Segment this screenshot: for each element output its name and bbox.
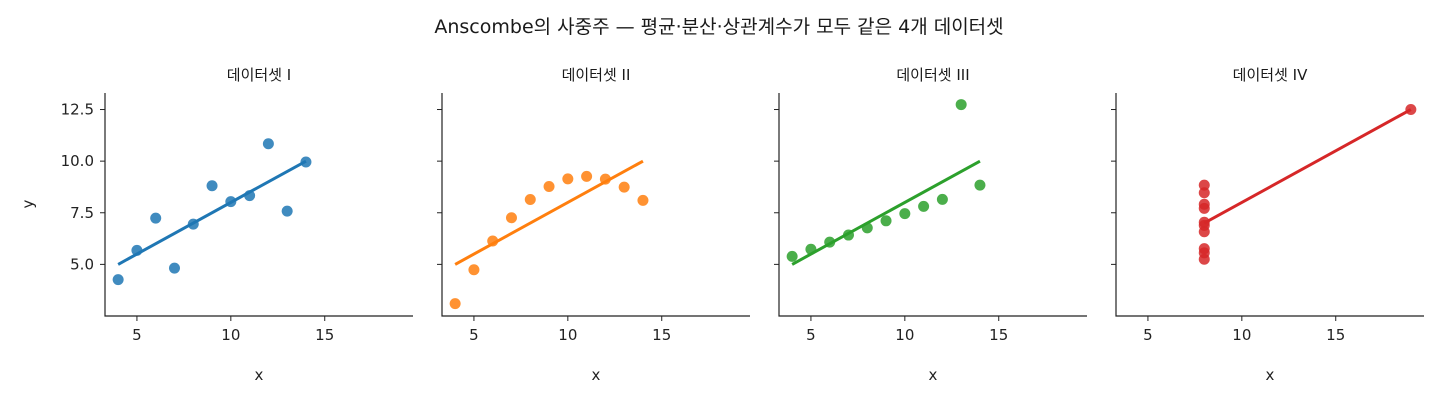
data-point [1198, 198, 1210, 210]
panel-title: 데이터셋 II [562, 66, 631, 84]
data-point [1198, 247, 1210, 259]
y-tick-label: 7.5 [70, 204, 94, 222]
panel-title: 데이터셋 IV [1233, 66, 1308, 84]
panel-4: 데이터셋 IV 5 10 15 x [1111, 66, 1424, 384]
data-point [618, 181, 630, 193]
axis-spines [1115, 93, 1424, 317]
data-point [206, 180, 218, 192]
panel-1: 데이터셋 I 5 10 15 5.0 7.5 10.0 12.5 x [61, 66, 413, 384]
figure-title: Anscombe의 사중주 — 평균·분산·상관계수가 모두 같은 4개 데이터… [434, 16, 1003, 38]
x-tick-label: 10 [221, 326, 240, 344]
x-axis-label: x [255, 366, 264, 384]
data-point [468, 264, 480, 276]
data-point [505, 212, 517, 224]
x-axis-label: x [1266, 366, 1275, 384]
panel-2: 데이터셋 II 5 10 15 x [437, 66, 750, 384]
data-point [562, 173, 574, 185]
x-tick-label: 15 [315, 326, 334, 344]
x-tick-label: 10 [1232, 326, 1251, 344]
axis-spines [778, 93, 1087, 317]
x-tick-label: 5 [132, 326, 142, 344]
x-tick-label: 15 [1326, 326, 1345, 344]
data-point [974, 179, 986, 191]
x-axis-label: x [592, 366, 601, 384]
regression-line [791, 159, 981, 266]
panel-3: 데이터셋 III 5 10 15 x [774, 66, 1087, 384]
regression-line [1203, 108, 1412, 225]
x-tick-label: 10 [895, 326, 914, 344]
axis-spines [441, 93, 750, 317]
data-point [936, 193, 948, 205]
regression-line [454, 159, 644, 266]
x-tick-label: 15 [989, 326, 1008, 344]
data-point [581, 170, 593, 182]
panel-title: 데이터셋 III [896, 66, 969, 84]
data-point [955, 99, 967, 111]
y-tick-label: 10.0 [61, 152, 94, 170]
data-point [150, 212, 162, 224]
x-tick-label: 5 [469, 326, 479, 344]
y-tick-label: 12.5 [61, 101, 94, 119]
data-point [449, 298, 461, 310]
data-point [168, 262, 180, 274]
data-point [1198, 187, 1210, 199]
data-point [637, 194, 649, 206]
x-tick-label: 15 [652, 326, 671, 344]
x-tick-label: 5 [1143, 326, 1153, 344]
data-point [880, 215, 892, 227]
data-point [899, 208, 911, 220]
x-tick-label: 5 [806, 326, 816, 344]
x-axis-label: x [929, 366, 938, 384]
data-point [786, 250, 798, 262]
regression-line [117, 159, 307, 266]
x-tick-label: 10 [558, 326, 577, 344]
y-axis-label: y [19, 199, 37, 208]
panel-title: 데이터셋 I [227, 66, 291, 84]
data-point [281, 205, 293, 217]
y-tick-label: 5.0 [70, 255, 94, 273]
data-point [262, 138, 274, 150]
data-point [543, 181, 555, 193]
data-point [112, 274, 124, 286]
data-point [1198, 179, 1210, 191]
axis-spines [104, 93, 413, 317]
data-point [524, 194, 536, 206]
data-point [918, 200, 930, 212]
